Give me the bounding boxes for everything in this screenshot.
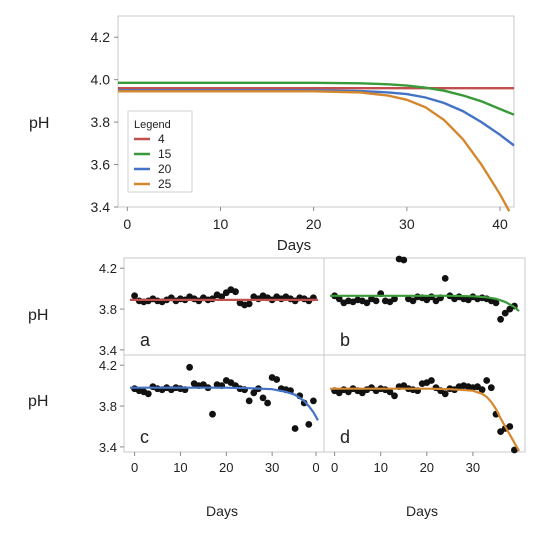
- panel-a-label: a: [140, 330, 151, 350]
- top-x-tick-label: 40: [492, 216, 508, 232]
- top-y-tick-label: 3.8: [91, 114, 111, 130]
- small-top-y-axis-label: pH: [28, 307, 48, 324]
- panel-c-label: c: [140, 427, 149, 447]
- panel-c-y-tick-label: 3.8: [99, 399, 117, 414]
- top-chart: 3.4 3.6 3.8 4.0 4.2 0 10 20 30 40 pH Days Legend…: [29, 15, 515, 254]
- panel-d-x-tick-label: 10: [373, 460, 387, 475]
- panel-d-data-point: [483, 377, 491, 384]
- panel-a-data-point: [232, 288, 239, 296]
- top-x-tick-label: 30: [399, 216, 415, 232]
- panel-c-x-tick-label: 20: [219, 460, 233, 475]
- panel-d-data-point: [478, 386, 486, 394]
- panel-c-y-tick-label: 3.4: [99, 440, 117, 455]
- panel-b-fit-line: [330, 294, 520, 312]
- panel-c-x-tick-label: 0: [312, 460, 319, 475]
- top-series-lines: [118, 81, 515, 212]
- panel-a-data-point: [218, 293, 226, 301]
- panel-b-data-point: [501, 309, 509, 317]
- top-x-tick-label: 20: [306, 216, 322, 232]
- panel-c-data-point: [310, 397, 317, 405]
- panel-a: 3.4 3.8 4.2 a: [99, 261, 318, 358]
- panel-d-data-point: [511, 446, 518, 454]
- panel-b-label: b: [340, 330, 350, 350]
- panel-c-x-tick-label: 10: [173, 460, 187, 475]
- top-plot-frame: [117, 15, 515, 208]
- panel-b-data-point: [335, 295, 343, 303]
- legend-label-4: 4: [158, 132, 165, 146]
- top-x-axis-label: Days: [277, 237, 311, 254]
- panel-c-x-tick-label: 0: [131, 460, 138, 475]
- panel-d-fit-line: [330, 387, 520, 452]
- panel-b-data-point: [492, 299, 500, 307]
- panel-c-data-point: [209, 410, 216, 418]
- panel-b-frame: [323, 257, 526, 356]
- legend-box: [127, 110, 193, 193]
- small-bottom-y-axis-label: pH: [28, 393, 48, 410]
- panel-b-data-point: [391, 295, 398, 303]
- top-y-tick-label: 3.6: [91, 157, 111, 173]
- panel-c-y-tick-label: 4.2: [99, 358, 117, 373]
- panel-a-y-tick-label: 3.8: [99, 302, 117, 317]
- panel-c-data-point: [186, 363, 194, 371]
- panel-a-frame: [123, 257, 325, 356]
- panel-c-data-point: [264, 399, 271, 407]
- panel-c-x-axis-label: Days: [206, 503, 238, 519]
- panel-d-data-point: [391, 392, 398, 400]
- panel-d: 0 10 20 30 d: [330, 377, 520, 475]
- panel-c-fit-line: [130, 386, 319, 421]
- small-multiples: 3.43.84.2a b3.43.84.20 10 20 30 0c0 10 20 30d pH…: [28, 255, 526, 519]
- panel-c: 3.43.84.20 10 20 30 0c: [99, 358, 320, 475]
- panel-d-frame: [323, 354, 526, 453]
- legend-title: Legend: [134, 119, 171, 131]
- panel-b-data-point: [363, 299, 371, 307]
- panel-c-data-point: [259, 394, 267, 402]
- legend-label-15: 15: [158, 147, 172, 161]
- legend-label-20: 20: [158, 162, 172, 176]
- panel-c-data-point: [250, 389, 258, 397]
- panel-c-x-tick-label: 30: [265, 460, 279, 475]
- top-x-axis: 0 10 20 30 40: [123, 207, 508, 232]
- panel-a-data-point: [245, 300, 253, 308]
- panel-d-label: d: [340, 427, 350, 447]
- panel-d-data-point: [487, 384, 495, 392]
- panel-d-data-point: [428, 377, 435, 384]
- top-x-tick-label: 10: [213, 216, 229, 232]
- panel-c-frame: [123, 354, 325, 453]
- panel-a-y-tick-label: 4.2: [99, 261, 117, 276]
- panel-b-data-point: [497, 315, 504, 323]
- panel-d-data-point: [506, 423, 514, 430]
- panel-a-y-tick-label: 3.4: [99, 343, 117, 358]
- top-y-tick-label: 3.4: [91, 199, 111, 215]
- top-x-tick-label: 0: [123, 216, 131, 232]
- top-y-tick-label: 4.0: [91, 72, 111, 88]
- panel-c-data-point: [144, 390, 152, 398]
- top-y-axis-label: pH: [29, 115, 49, 132]
- top-y-axis: 3.4 3.6 3.8 4.0 4.2: [91, 29, 118, 215]
- series-line-25: [118, 90, 511, 212]
- panel-c-data-point: [273, 376, 281, 383]
- panel-b-data-point: [372, 297, 380, 305]
- panel-c-data-point: [245, 397, 253, 405]
- panel-d-x-tick-label: 0: [331, 460, 338, 475]
- series-line-15: [118, 81, 515, 116]
- panel-a-data-point: [131, 292, 139, 300]
- panel-b: b: [330, 255, 520, 350]
- panel-d-data-point: [441, 390, 449, 398]
- panel-c-data-point: [291, 425, 299, 432]
- panel-d-data-point: [386, 388, 394, 396]
- panel-b-data-point: [441, 275, 449, 282]
- panel-d-x-axis-label: Days: [406, 503, 438, 519]
- panel-d-x-tick-label: 20: [420, 460, 434, 475]
- legend-label-25: 25: [158, 177, 172, 191]
- panel-d-x-tick-label: 30: [466, 460, 480, 475]
- top-y-tick-label: 4.2: [91, 29, 111, 45]
- panel-b-data-point: [400, 256, 408, 264]
- panel-b-data-point: [409, 297, 417, 305]
- panel-c-data-point: [305, 421, 313, 428]
